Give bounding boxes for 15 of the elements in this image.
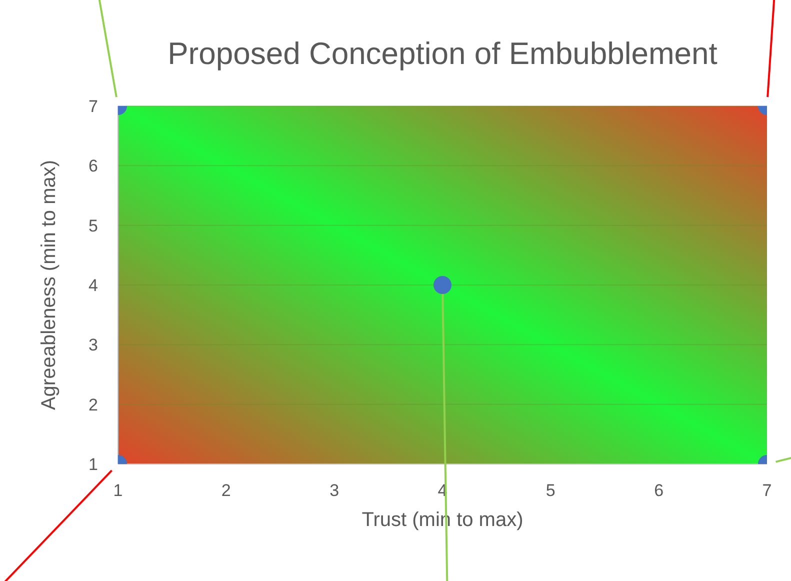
- x-tick-label: 2: [221, 481, 231, 500]
- y-tick-label: 4: [88, 276, 98, 296]
- y-axis-title: Agreeableness (min to max): [38, 160, 60, 410]
- y-tick-label: 3: [88, 336, 98, 355]
- y-tick-label: 1: [88, 455, 98, 474]
- x-tick-label: 1: [113, 481, 123, 500]
- y-tick-label: 6: [88, 156, 98, 176]
- chart-title: Proposed Conception of Embubblement: [166, 36, 718, 72]
- x-tick-label: 5: [546, 481, 556, 500]
- x-tick-label: 6: [654, 481, 664, 500]
- y-tick-label: 7: [88, 97, 98, 116]
- x-tick-label: 3: [330, 481, 340, 500]
- y-tick-label: 5: [88, 216, 98, 236]
- x-tick-label: 7: [762, 481, 772, 500]
- y-tick-label: 2: [88, 395, 98, 414]
